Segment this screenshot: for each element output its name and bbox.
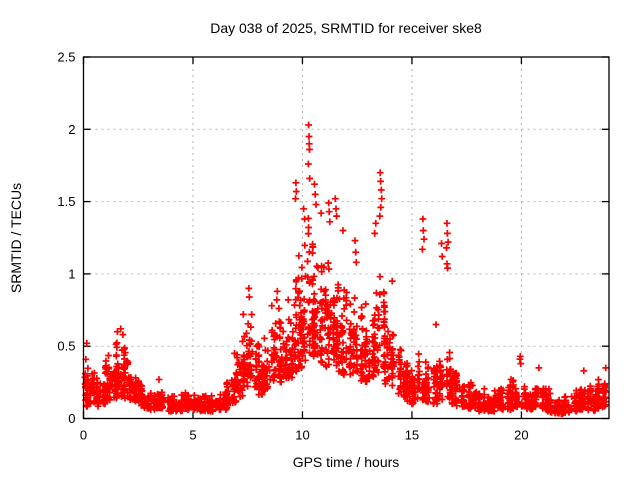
y-tick-label: 2 — [68, 122, 75, 137]
y-tick-label: 1 — [68, 266, 75, 281]
x-tick-label: 10 — [295, 428, 309, 443]
x-tick-label: 15 — [405, 428, 419, 443]
tick-labels: 0 5 10 15 20 0 0.5 1 1.5 2 2.5 — [57, 50, 528, 443]
x-tick-label: 0 — [80, 428, 87, 443]
chart-title: Day 038 of 2025, SRMTID for receiver ske… — [210, 20, 482, 36]
y-tick-label: 1.5 — [57, 194, 75, 209]
x-tick-label: 5 — [189, 428, 196, 443]
y-tick-label: 0 — [68, 411, 75, 426]
y-axis-label: SRMTID / TECUs — [8, 183, 24, 293]
y-tick-label: 0.5 — [57, 339, 75, 354]
x-tick-label: 20 — [514, 428, 528, 443]
scatter-points — [81, 121, 610, 418]
x-axis-label: GPS time / hours — [293, 454, 400, 470]
y-tick-label: 2.5 — [57, 50, 75, 65]
plot-border — [82, 56, 610, 420]
gridlines — [83, 57, 609, 419]
